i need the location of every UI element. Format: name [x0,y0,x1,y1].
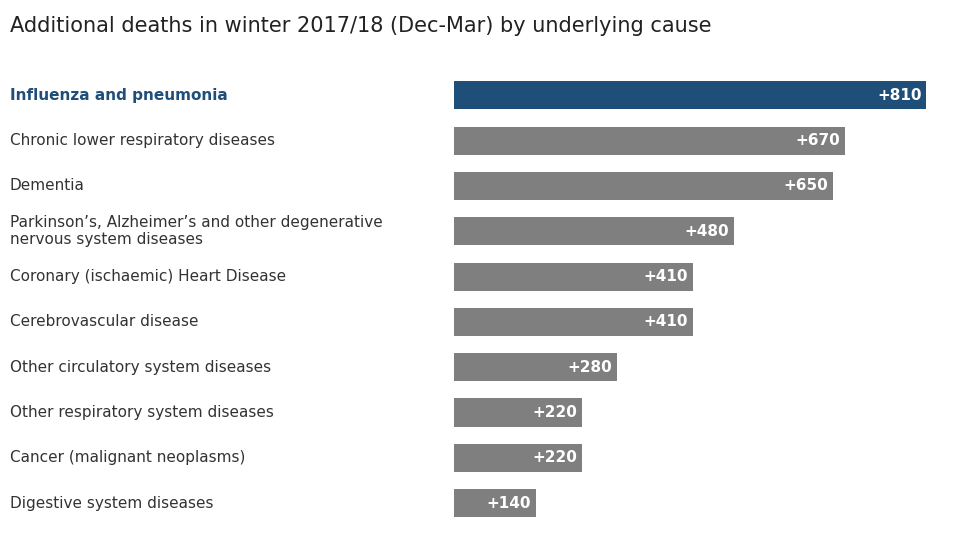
Bar [454,217,734,245]
Bar [454,489,536,517]
Bar [454,172,834,200]
Bar [454,262,693,290]
Text: +650: +650 [784,178,829,193]
Bar [454,399,582,427]
Bar [454,353,617,381]
Text: +140: +140 [486,496,531,511]
Text: Coronary (ischaemic) Heart Disease: Coronary (ischaemic) Heart Disease [10,269,286,284]
Text: +410: +410 [644,315,688,329]
Text: Other respiratory system diseases: Other respiratory system diseases [10,405,273,420]
Bar [454,127,844,155]
Text: Dementia: Dementia [10,178,85,193]
Text: +670: +670 [795,133,840,148]
Bar [454,444,582,472]
Text: +410: +410 [644,269,688,284]
Text: +810: +810 [877,88,921,103]
Text: Cancer (malignant neoplasms): Cancer (malignant neoplasms) [10,450,245,465]
Bar [454,308,693,336]
Text: Influenza and pneumonia: Influenza and pneumonia [10,88,227,103]
Text: Parkinson’s, Alzheimer’s and other degenerative
nervous system diseases: Parkinson’s, Alzheimer’s and other degen… [10,215,383,248]
Text: Other circulatory system diseases: Other circulatory system diseases [10,360,271,374]
Text: Cerebrovascular disease: Cerebrovascular disease [10,315,198,329]
Text: +480: +480 [684,224,729,239]
Text: Chronic lower respiratory diseases: Chronic lower respiratory diseases [10,133,275,148]
Bar [454,81,926,109]
Text: Additional deaths in winter 2017/18 (Dec-Mar) by underlying cause: Additional deaths in winter 2017/18 (Dec… [10,16,712,36]
Text: +220: +220 [533,450,578,465]
Text: +280: +280 [568,360,613,374]
Text: +220: +220 [533,405,578,420]
Text: Digestive system diseases: Digestive system diseases [10,496,214,511]
